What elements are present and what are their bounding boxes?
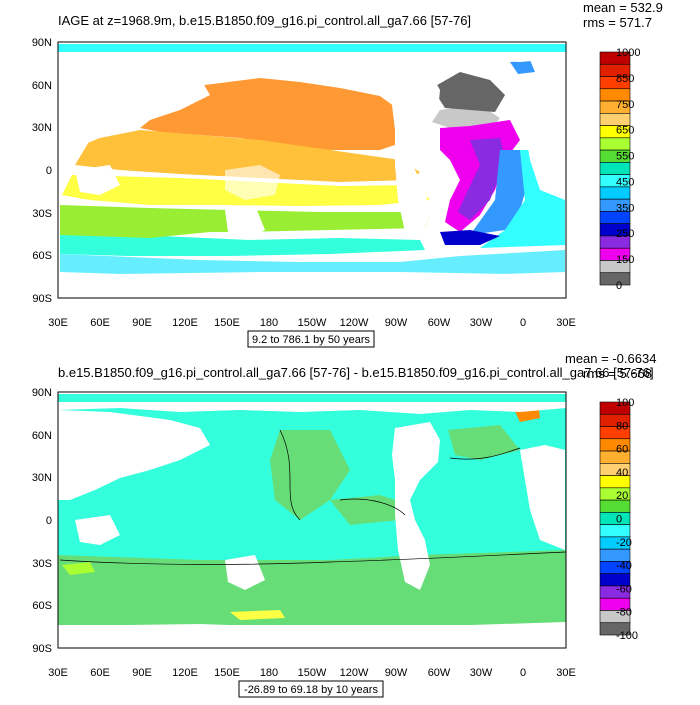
panel-bottom-range-label: -26.89 to 69.18 by 10 years — [244, 684, 378, 696]
panel-bottom: b.e15.B1850.f09_g16.pi_control.all_ga7.6… — [32, 351, 656, 698]
colorbar-label: 40 — [616, 467, 628, 479]
colorbar-label: 0 — [616, 280, 622, 292]
panel-bottom-lat-axis: 90N 60N 30N 0 30S 60S 90S — [32, 387, 52, 655]
lat-label: 30N — [32, 122, 52, 134]
lon-label: 60E — [90, 317, 110, 329]
panel-top-range-box: 9.2 to 786.1 by 50 years — [247, 330, 375, 348]
lon-label: 30E — [48, 667, 68, 679]
colorbar-label: 250 — [616, 228, 634, 240]
panel-bottom-title: b.e15.B1850.f09_g16.pi_control.all_ga7.6… — [58, 365, 654, 380]
panel-top: IAGE at z=1968.9m, b.e15.B1850.f09_g16.p… — [32, 0, 663, 348]
lat-label: 90N — [32, 387, 52, 399]
colorbar-label: 650 — [616, 125, 634, 137]
lat-label: 30S — [32, 208, 52, 220]
lon-label: 60W — [428, 317, 451, 329]
lon-label: 90E — [132, 667, 152, 679]
colorbar-label: -60 — [616, 583, 632, 595]
lon-label: 150E — [214, 667, 240, 679]
lon-label: 90E — [132, 317, 152, 329]
lon-label: 60W — [428, 667, 451, 679]
colorbar-label: 550 — [616, 151, 634, 163]
panel-bottom-rms: rms = 5.668 — [583, 366, 652, 381]
lon-label: 90W — [385, 667, 408, 679]
colorbar-swatch — [599, 137, 631, 151]
colorbar-label: 150 — [616, 254, 634, 266]
colorbar-label: 450 — [616, 176, 634, 188]
lat-label: 0 — [46, 165, 52, 177]
lat-label: 60N — [32, 430, 52, 442]
lat-label: 90S — [32, 643, 52, 655]
panel-bottom-range-box: -26.89 to 69.18 by 10 years — [238, 680, 384, 698]
colorbar-label: 850 — [616, 73, 634, 85]
lon-label: 90W — [385, 317, 408, 329]
lat-label: 90N — [32, 37, 52, 49]
colorbar-swatch — [599, 524, 631, 538]
colorbar-swatch — [599, 512, 631, 525]
lon-label: 120W — [340, 667, 369, 679]
panel-bottom-mean: mean = -0.6634 — [565, 351, 656, 366]
lon-label: 180 — [260, 667, 278, 679]
colorbar-label: 350 — [616, 202, 634, 214]
panel-bottom-colorbar: 100 80 60 40 20 0 -20 -40 -60 -80 -100 — [599, 397, 638, 642]
colorbar-label: -100 — [616, 630, 638, 642]
lon-label: 150W — [298, 317, 327, 329]
panel-top-frame — [57, 41, 567, 299]
colorbar-label: 0 — [616, 514, 622, 526]
panel-top-mean: mean = 532.9 — [583, 0, 663, 15]
lon-label: 120W — [340, 317, 369, 329]
panel-top-lon-axis: 30E 60E 90E 120E 150E 180 150W 120W 90W … — [48, 317, 576, 329]
colorbar-label: 60 — [616, 444, 628, 456]
panel-top-lat-axis: 90N 60N 30N 0 30S 60S 90S — [32, 37, 52, 305]
panel-top-colorbar: 1000 850 750 650 550 450 350 250 150 0 — [599, 47, 640, 292]
colorbar-label: 750 — [616, 99, 634, 111]
lat-label: 60S — [32, 250, 52, 262]
lon-label: 30E — [556, 317, 576, 329]
colorbar-label: -40 — [616, 560, 632, 572]
panel-bottom-contours — [59, 429, 566, 565]
panel-top-rms: rms = 571.7 — [583, 15, 652, 30]
panel-top-title: IAGE at z=1968.9m, b.e15.B1850.f09_g16.p… — [58, 13, 471, 28]
lat-label: 0 — [46, 515, 52, 527]
lat-label: 60N — [32, 80, 52, 92]
panel-bottom-frame — [57, 391, 567, 649]
colorbar-label: 1000 — [616, 47, 640, 59]
colorbar-swatch — [599, 272, 631, 286]
panel-top-map-field — [58, 42, 566, 298]
lon-label: 30W — [470, 667, 493, 679]
panel-top-landmasses — [58, 52, 566, 298]
lat-label: 60S — [32, 600, 52, 612]
colorbar-label: 20 — [616, 490, 628, 502]
colorbar-label: -80 — [616, 607, 632, 619]
colorbar-label: 80 — [616, 420, 628, 432]
lon-label: 60E — [90, 667, 110, 679]
lat-label: 90S — [32, 293, 52, 305]
lon-label: 150E — [214, 317, 240, 329]
lon-label: 0 — [520, 667, 526, 679]
lon-label: 30W — [470, 317, 493, 329]
panel-bottom-landmasses — [58, 402, 566, 648]
panel-bottom-lon-axis: 30E 60E 90E 120E 150E 180 150W 120W 90W … — [48, 667, 576, 679]
lon-label: 150W — [298, 667, 327, 679]
colorbar-swatch — [599, 622, 631, 636]
lon-label: 120E — [172, 667, 198, 679]
lon-label: 30E — [48, 317, 68, 329]
lon-label: 120E — [172, 317, 198, 329]
colorbar-label: 100 — [616, 397, 634, 409]
colorbar-label: -20 — [616, 537, 632, 549]
colorbar-swatch — [599, 186, 631, 200]
panel-top-range-label: 9.2 to 786.1 by 50 years — [252, 334, 371, 346]
lon-label: 30E — [556, 667, 576, 679]
lon-label: 0 — [520, 317, 526, 329]
colorbar-swatch — [599, 162, 631, 175]
lat-label: 30N — [32, 472, 52, 484]
lat-label: 30S — [32, 558, 52, 570]
lon-label: 180 — [260, 317, 278, 329]
